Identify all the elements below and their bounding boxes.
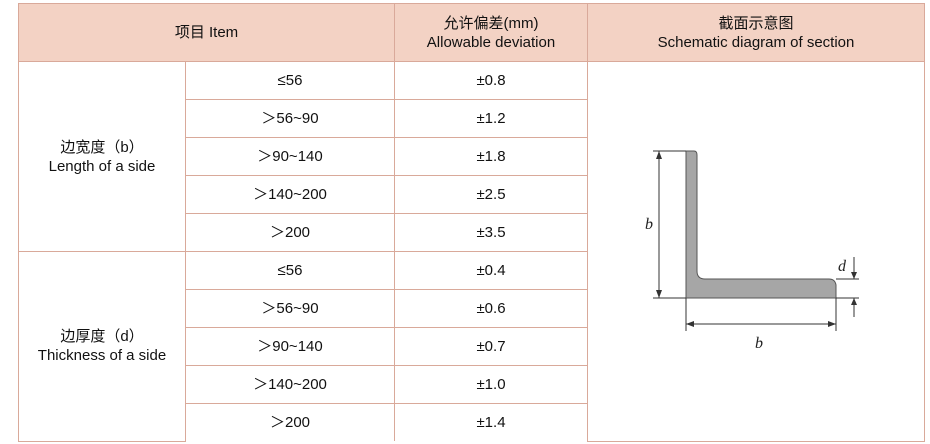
angle-section-diagram: b b d [645,150,859,352]
section-diagram-cell: b b d [587,61,925,442]
header-deviation: 允许偏差(mm) Allowable deviation [394,3,588,62]
table-row: 边宽度（b） Length of a side ≤56 ±0.8 b [18,61,925,442]
range-cell: ＞200 [185,403,395,441]
table-row: ＞200 ±1.4 [19,403,925,441]
header-section-en: Schematic diagram of section [657,33,855,51]
table-row: ＞56~90 ±1.2 [19,99,925,138]
range-cell: ＞140~200 [185,365,395,404]
dim-b-horizontal-label: b [755,335,763,352]
range-cell: ＞90~140 [185,327,395,366]
dim-b-horizontal-arrow-right [828,321,836,328]
deviation-cell: ±0.4 [394,251,588,290]
dim-d-label: d [838,258,847,275]
group-label-cn: 边厚度（d） [60,328,144,346]
dim-b-horizontal-arrow-left [686,321,694,328]
header-section-cn: 截面示意图 [718,14,794,32]
range-cell: ＞90~140 [185,137,395,176]
dim-b-vertical-arrow-top [656,151,662,160]
group-label-thickness: 边厚度（d） Thickness of a side [18,251,186,442]
deviation-cell: ±1.2 [394,99,588,138]
group-label-en: Length of a side [48,157,156,175]
dim-d-arrow-top [851,272,857,280]
deviation-cell: ±0.7 [394,327,588,366]
deviation-cell: ±2.5 [394,175,588,214]
deviation-cell: ±0.8 [394,61,588,100]
angle-profile-shape [685,150,837,299]
deviation-cell: ±3.5 [394,213,588,252]
deviation-cell: ±1.0 [394,365,588,404]
table-row: ＞90~140 ±0.7 [19,327,925,366]
range-cell: ≤56 [185,61,395,100]
header-item: 项目 Item [18,3,395,62]
header-row: 项目 Item 允许偏差(mm) Allowable deviation 截面示… [18,3,925,62]
dim-d-arrow-bottom [851,298,857,306]
deviation-cell: ±0.6 [394,289,588,328]
table-row: 边厚度（d） Thickness of a side ≤56 ±0.4 [18,251,925,442]
dim-b-vertical-label: b [645,216,653,233]
group-label-en: Thickness of a side [37,347,167,365]
range-cell: ≤56 [185,251,395,290]
range-cell: ＞56~90 [185,289,395,328]
group-label-width: 边宽度（b） Length of a side [18,61,186,252]
header-deviation-en: Allowable deviation [426,33,556,51]
deviation-cell: ±1.4 [394,403,588,441]
header-section: 截面示意图 Schematic diagram of section [587,3,925,62]
range-cell: ＞200 [185,213,395,252]
range-cell: ＞140~200 [185,175,395,214]
deviation-table: 项目 Item 允许偏差(mm) Allowable deviation 截面示… [18,3,925,442]
range-cell: ＞56~90 [185,99,395,138]
deviation-cell: ±1.8 [394,137,588,176]
table-row: ＞56~90 ±0.6 [19,289,925,328]
header-deviation-cn: 允许偏差(mm) [443,14,539,32]
group-label-cn: 边宽度（b） [60,138,144,156]
dim-b-vertical-arrow-bottom [656,290,662,299]
table-row: ＞140~200 ±1.0 [19,365,925,404]
